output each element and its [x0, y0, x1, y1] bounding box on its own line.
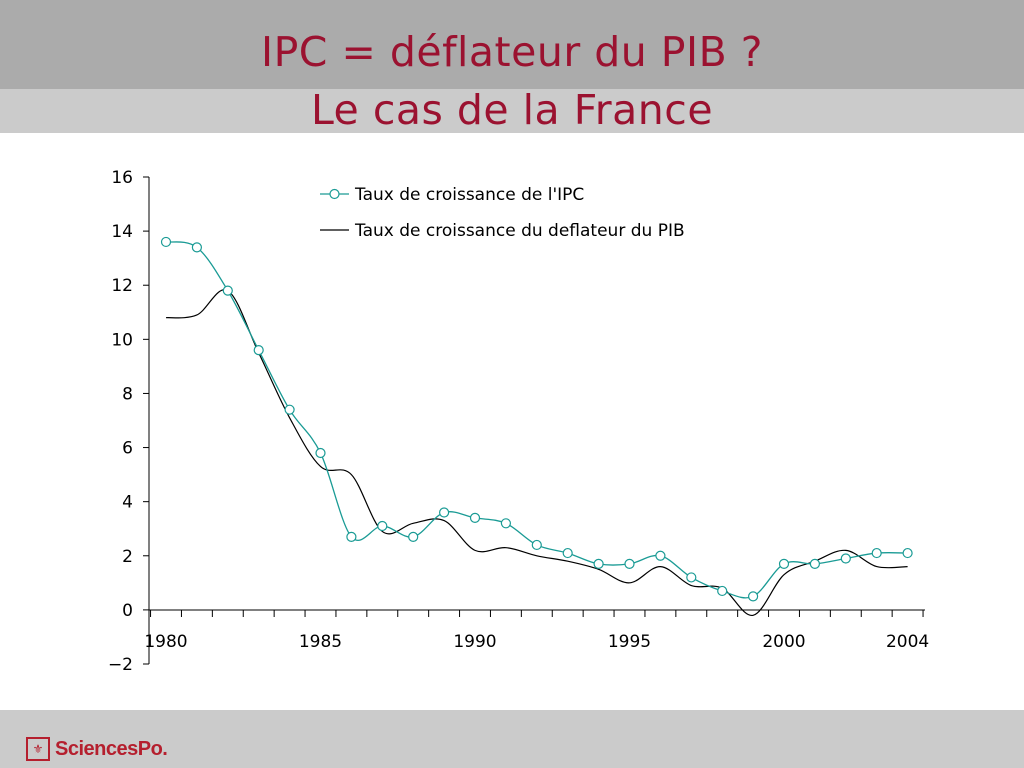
- x-tick-label: 1980: [144, 632, 187, 652]
- ipc-data-point: [717, 585, 728, 597]
- y-tick-label: 6: [122, 439, 133, 459]
- y-tick-label: 10: [111, 330, 133, 350]
- slide-title-line-2: Le cas de la France: [310, 86, 714, 134]
- deflateur-series-line: [165, 289, 908, 616]
- y-tick-label: 2: [122, 547, 133, 567]
- legend-label: Taux de croissance du deflateur du PIB: [354, 221, 685, 241]
- ipc-data-point: [500, 518, 511, 529]
- ipc-data-point: [871, 547, 882, 559]
- ipc-data-point: [346, 531, 357, 542]
- footer-bar: ⚜ SciencesPo.: [0, 710, 1024, 768]
- legend-marker: [329, 188, 340, 200]
- y-tick-label: 14: [111, 222, 133, 242]
- x-tick-label: 1995: [608, 632, 651, 652]
- ipc-data-point: [439, 507, 450, 518]
- ipc-data-point: [408, 531, 419, 542]
- y-tick-label: 16: [111, 168, 133, 188]
- slide-title-line-1: IPC = déflateur du PIB ?: [260, 28, 764, 76]
- title-band-top: [0, 0, 1024, 89]
- y-tick-label: 0: [122, 601, 133, 621]
- sciencespo-logo: ⚜ SciencesPo.: [26, 735, 168, 763]
- ipc-data-point: [531, 539, 542, 551]
- title-band-bottom: [0, 89, 1024, 133]
- y-tick-label: 8: [122, 384, 133, 404]
- x-tick-label: 2000: [762, 632, 805, 652]
- x-tick-label: 2004: [886, 632, 929, 652]
- ipc-data-point: [315, 447, 326, 459]
- ipc-data-point: [253, 345, 264, 356]
- ipc-data-point: [686, 572, 697, 583]
- ipc-data-point: [593, 558, 604, 569]
- ipc-data-point: [840, 553, 851, 564]
- y-tick-label: −2: [108, 655, 133, 675]
- ipc-data-point: [469, 512, 481, 524]
- logo-text: SciencesPo.: [55, 737, 168, 760]
- y-tick-label: 4: [122, 493, 133, 513]
- ipc-data-point: [222, 285, 233, 296]
- x-tick-label: 1985: [299, 632, 342, 652]
- ipc-data-point: [624, 558, 635, 569]
- x-tick-label: 1990: [453, 632, 496, 652]
- ipc-data-point: [284, 404, 295, 415]
- ipc-data-point: [902, 547, 913, 559]
- y-tick-label: 12: [111, 276, 133, 296]
- ipc-data-point: [377, 520, 388, 532]
- legend-label: Taux de croissance de l'IPC: [354, 185, 584, 205]
- crest-icon: ⚜: [26, 737, 50, 761]
- ipc-data-point: [655, 550, 666, 561]
- ipc-data-point: [809, 558, 821, 569]
- ipc-data-point: [562, 547, 573, 559]
- ipc-data-point: [747, 591, 759, 602]
- ipc-data-point: [191, 242, 202, 253]
- ipc-data-point: [160, 236, 172, 248]
- ipc-data-point: [778, 558, 790, 569]
